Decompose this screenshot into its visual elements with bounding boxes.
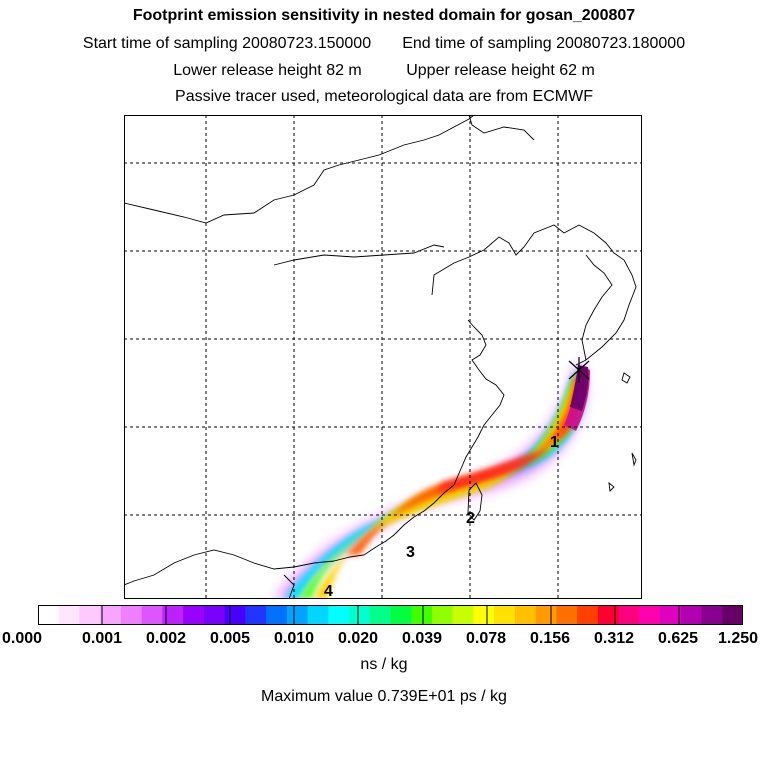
release-heights: Lower release height 82 m Upper release … (0, 61, 768, 81)
colorbar-segment (369, 605, 391, 625)
colorbar-tick-9: 0.312 (593, 630, 635, 647)
colorbar-frame (38, 605, 743, 625)
colorbar-segment (660, 605, 682, 625)
colorbar-segment (722, 605, 743, 625)
colorbar-tick-10: 0.625 (657, 630, 699, 647)
colorbar-segment (639, 605, 661, 625)
colorbar-segment (120, 605, 143, 625)
colorbar-tick-5: 0.020 (337, 630, 379, 647)
colorbar-segment (245, 605, 267, 625)
colorbar-segment (141, 605, 163, 625)
colorbar-segment (494, 605, 516, 625)
colorbar-tick-3: 0.005 (209, 630, 251, 647)
start-time: Start time of sampling 20080723.150000 (82, 35, 372, 52)
colorbar-segment (328, 605, 350, 625)
map-frame (124, 115, 642, 599)
colorbar-tick-11: 1.250 (717, 630, 759, 647)
colorbar-segment (431, 605, 454, 625)
colorbar-segment (411, 605, 433, 625)
colorbar-segment (680, 605, 703, 625)
colorbar-segment (58, 605, 80, 625)
maximum-value: Maximum value 0.739E+01 ps / kg (261, 688, 507, 705)
colorbar-tick-0: 0.000 (1, 630, 43, 647)
colorbar-segment (452, 605, 474, 625)
footprint-plume (274, 361, 590, 599)
trajectory-label-4: 4 (324, 583, 333, 599)
colorbar-segment (701, 605, 723, 625)
tracer-note: Passive tracer used, meteorological data… (175, 88, 593, 105)
colorbar-segment (286, 605, 309, 625)
upper-release-height: Upper release height 62 m (406, 62, 595, 79)
plot-title: Footprint emission sensitivity in nested… (132, 7, 636, 24)
lat-lon-grid (124, 115, 642, 599)
colorbar-segment (162, 605, 184, 625)
colorbar-segment (266, 605, 288, 625)
lower-release-height: Lower release height 82 m (173, 62, 362, 79)
colorbar-segment (618, 605, 640, 625)
end-time: End time of sampling 20080723.180000 (402, 35, 686, 52)
colorbar-tick-8: 0.156 (529, 630, 571, 647)
colorbar-segment (307, 605, 329, 625)
sampling-times: Start time of sampling 20080723.150000 E… (0, 34, 768, 54)
colorbar-tick-1: 0.001 (81, 630, 123, 647)
colorbar-segment (535, 605, 557, 625)
colorbar-tick-2: 0.002 (145, 630, 187, 647)
coastlines (124, 115, 637, 599)
colorbar-segment (514, 605, 537, 625)
colorbar-tick-6: 0.039 (401, 630, 443, 647)
colorbar-segment (473, 605, 495, 625)
colorbar-segment (597, 605, 620, 625)
colorbar-segment (79, 605, 101, 625)
colorbar-units: ns / kg (360, 656, 408, 673)
colorbar-segment (203, 605, 226, 625)
trajectory-label-2: 2 (466, 510, 475, 527)
colorbar-segment (224, 605, 246, 625)
colorbar (38, 605, 743, 625)
colorbar-segment (38, 605, 60, 625)
colorbar-tick-7: 0.078 (465, 630, 507, 647)
colorbar-segment (183, 605, 205, 625)
colorbar-segment (556, 605, 578, 625)
colorbar-segment (390, 605, 412, 625)
colorbar-segment (349, 605, 371, 625)
trajectory-label-3: 3 (406, 544, 415, 561)
footprint-map: 1 2 3 4 (124, 115, 642, 599)
colorbar-segment (577, 605, 599, 625)
receptor-star-icon (568, 357, 590, 383)
colorbar-segment (100, 605, 122, 625)
trajectory-label-1: 1 (550, 434, 559, 451)
colorbar-tick-4: 0.010 (273, 630, 315, 647)
